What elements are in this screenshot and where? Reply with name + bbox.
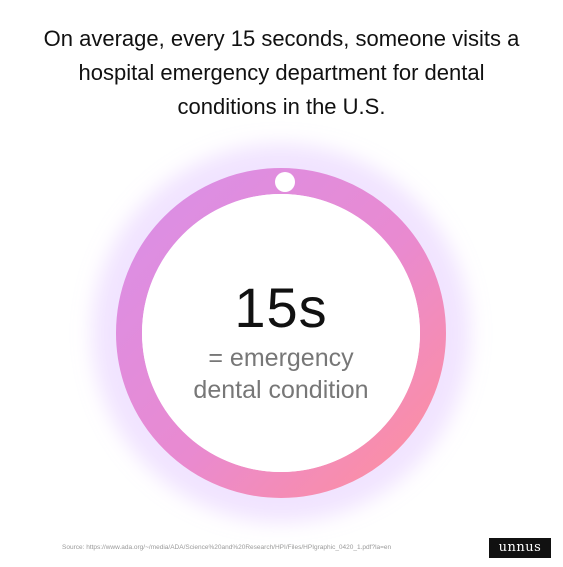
stat-caption-line-1: = emergency [208,344,354,372]
ring-inner-face [142,194,420,472]
headline-line-3: conditions in the U.S. [177,94,386,119]
source-note: Source: https://www.ada.org/~/media/ADA/… [62,544,392,551]
stat-caption: = emergency dental condition [108,342,454,406]
stat-value: 15s [234,276,328,339]
ring-glow [92,144,470,522]
stat-caption-line-2: dental condition [193,376,369,404]
headline-line-1: On average, every 15 seconds, someone vi… [43,26,520,51]
timer-ring [92,144,470,522]
headline: On average, every 15 seconds, someone vi… [10,22,553,124]
brand-logo: unnus [489,538,551,558]
timer-ring-graphic [92,144,470,522]
ring-marker-dot [275,172,295,192]
headline-line-2: hospital emergency department for dental [78,60,485,85]
stat-block: 15s = emergency dental condition [108,160,454,506]
